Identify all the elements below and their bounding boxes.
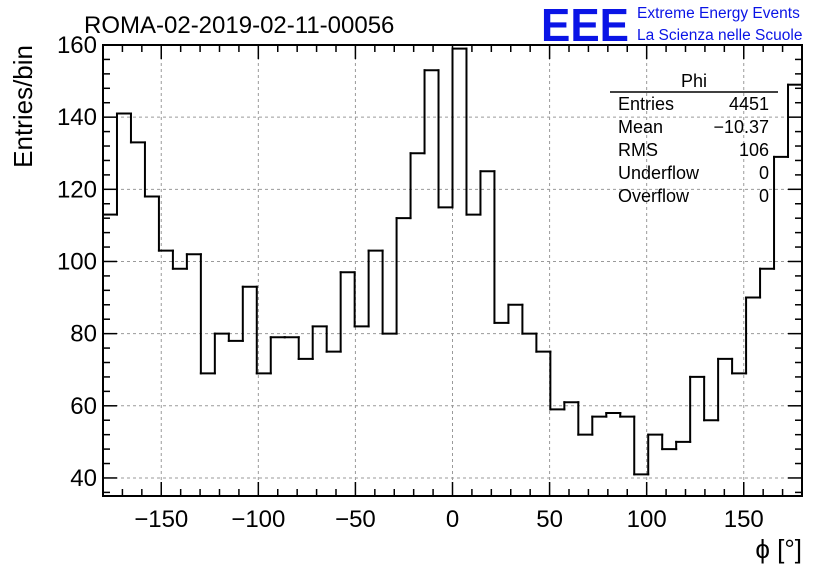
axis-ticks xyxy=(103,44,802,496)
stats-value-rms: 106 xyxy=(739,140,769,160)
y-axis-label: Entries/bin xyxy=(8,45,38,168)
x-tick-label: −100 xyxy=(231,506,285,533)
x-tick-label: 150 xyxy=(724,506,764,533)
y-tick-label: 100 xyxy=(57,248,97,275)
x-axis-label: ϕ [°] xyxy=(755,534,802,564)
x-tick-labels: −150 −100 −50 0 50 100 150 xyxy=(134,506,764,533)
logo-line-2: La Scienza nelle Scuole xyxy=(637,27,802,44)
y-tick-label: 120 xyxy=(57,176,97,203)
stats-value-overflow: 0 xyxy=(759,186,769,206)
stats-label-rms: RMS xyxy=(618,140,658,160)
stats-value-mean: −10.37 xyxy=(713,117,769,137)
stats-label-underflow: Underflow xyxy=(618,163,700,183)
x-tick-label: 50 xyxy=(536,506,563,533)
logo-line-1: Extreme Energy Events xyxy=(637,5,800,22)
x-tick-label: −150 xyxy=(134,506,188,533)
y-tick-label: 80 xyxy=(70,321,97,348)
stats-value-entries: 4451 xyxy=(729,94,769,114)
y-tick-label: 60 xyxy=(70,393,97,420)
stats-value-underflow: 0 xyxy=(759,163,769,183)
x-tick-label: −50 xyxy=(335,506,376,533)
x-tick-label: 0 xyxy=(446,506,459,533)
stats-label-entries: Entries xyxy=(618,94,674,114)
y-tick-label: 160 xyxy=(57,32,97,59)
x-tick-label: 100 xyxy=(627,506,667,533)
y-tick-label: 40 xyxy=(70,465,97,492)
histogram-bars xyxy=(102,47,803,496)
stats-label-overflow: Overflow xyxy=(618,186,690,206)
run-title: ROMA-02-2019-02-11-00056 xyxy=(84,12,394,39)
stats-label-mean: Mean xyxy=(618,117,663,137)
y-tick-labels: 40 60 80 100 120 140 160 xyxy=(57,32,97,492)
stats-box: Phi Entries 4451 Mean −10.37 RMS 106 Und… xyxy=(610,71,778,206)
eee-logo: EEE Extreme Energy Events La Scienza nel… xyxy=(541,0,802,51)
stats-box-title: Phi xyxy=(681,71,707,91)
eee-logo-mark: EEE xyxy=(541,0,629,51)
y-tick-label: 140 xyxy=(57,104,97,131)
